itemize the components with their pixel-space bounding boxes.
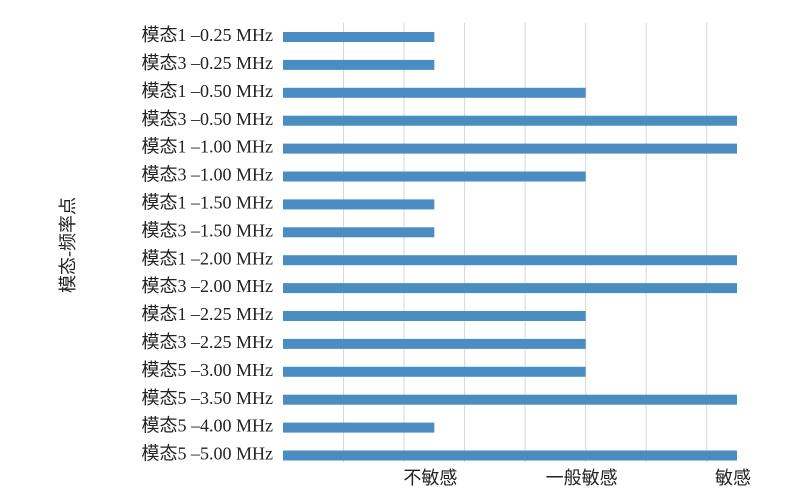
bar <box>283 422 435 433</box>
x-tick-label: 不敏感 <box>403 468 457 488</box>
y-tick-label: 模态5 –3.00 MHz <box>142 360 274 380</box>
bar <box>283 227 435 238</box>
bar <box>283 394 737 405</box>
y-tick-label: 模态1 –0.50 MHz <box>142 81 274 101</box>
bar <box>283 171 586 182</box>
bar <box>283 338 586 349</box>
y-tick-label: 模态3 –2.25 MHz <box>142 332 274 352</box>
y-tick-label: 模态3 –1.50 MHz <box>142 220 274 240</box>
y-tick-label: 模态1 –1.00 MHz <box>142 137 274 157</box>
x-tick-label: 敏感 <box>715 468 751 488</box>
bar <box>283 450 737 461</box>
bar <box>283 87 586 98</box>
y-tick-label: 模态1 –2.00 MHz <box>142 248 274 268</box>
y-tick-label: 模态3 –1.00 MHz <box>142 165 274 185</box>
x-tick-label: 一般敏感 <box>546 468 618 488</box>
y-tick-label: 模态1 –0.25 MHz <box>142 25 274 45</box>
bar <box>283 143 737 154</box>
y-tick-label: 模态3 –0.50 MHz <box>142 109 274 129</box>
bar <box>283 283 737 294</box>
bar <box>283 311 586 321</box>
y-tick-label: 模态5 –5.00 MHz <box>142 444 274 464</box>
y-axis-label: 模态-频率点 <box>58 197 78 293</box>
y-tick-label: 模态3 –0.25 MHz <box>142 53 274 73</box>
bar <box>283 32 435 42</box>
y-tick-label: 模态1 –2.25 MHz <box>142 304 274 324</box>
y-tick-label: 模态3 –2.00 MHz <box>142 276 274 296</box>
bar <box>283 199 435 210</box>
bar <box>283 115 737 126</box>
bar <box>283 59 435 70</box>
y-tick-label: 模态5 –4.00 MHz <box>142 416 274 436</box>
y-tick-label: 模态5 –3.50 MHz <box>142 388 274 408</box>
y-tick-label: 模态1 –1.50 MHz <box>142 193 274 213</box>
bar <box>283 366 586 377</box>
bar <box>283 255 737 266</box>
